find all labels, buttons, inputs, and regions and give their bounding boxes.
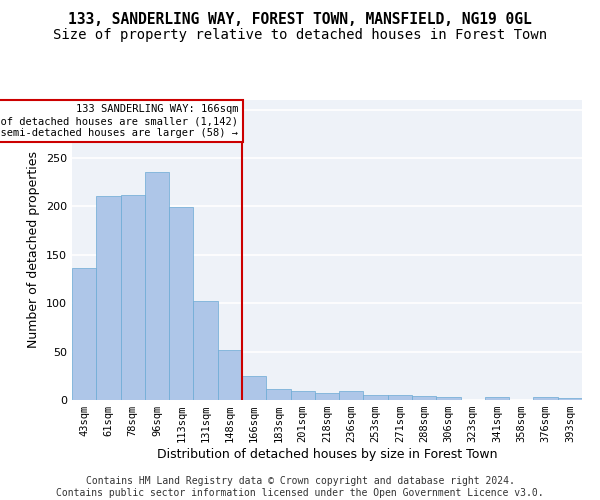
Bar [193,302,218,400]
Bar [290,392,315,400]
Bar [388,395,412,400]
Y-axis label: Number of detached properties: Number of detached properties [28,152,40,348]
Bar [169,208,193,400]
Bar [266,390,290,400]
Text: Size of property relative to detached houses in Forest Town: Size of property relative to detached ho… [53,28,547,42]
Bar [485,397,509,400]
Bar [315,393,339,400]
Bar [558,398,582,400]
Text: 133, SANDERLING WAY, FOREST TOWN, MANSFIELD, NG19 0GL: 133, SANDERLING WAY, FOREST TOWN, MANSFI… [68,12,532,28]
Bar [96,196,121,400]
Bar [364,395,388,400]
Text: Contains HM Land Registry data © Crown copyright and database right 2024.
Contai: Contains HM Land Registry data © Crown c… [56,476,544,498]
Bar [145,172,169,400]
Bar [412,396,436,400]
Bar [339,392,364,400]
Bar [72,268,96,400]
Bar [218,350,242,400]
Text: 133 SANDERLING WAY: 166sqm
← 95% of detached houses are smaller (1,142)
5% of se: 133 SANDERLING WAY: 166sqm ← 95% of deta… [0,104,238,138]
Bar [242,376,266,400]
Bar [533,397,558,400]
X-axis label: Distribution of detached houses by size in Forest Town: Distribution of detached houses by size … [157,448,497,461]
Bar [121,195,145,400]
Bar [436,397,461,400]
